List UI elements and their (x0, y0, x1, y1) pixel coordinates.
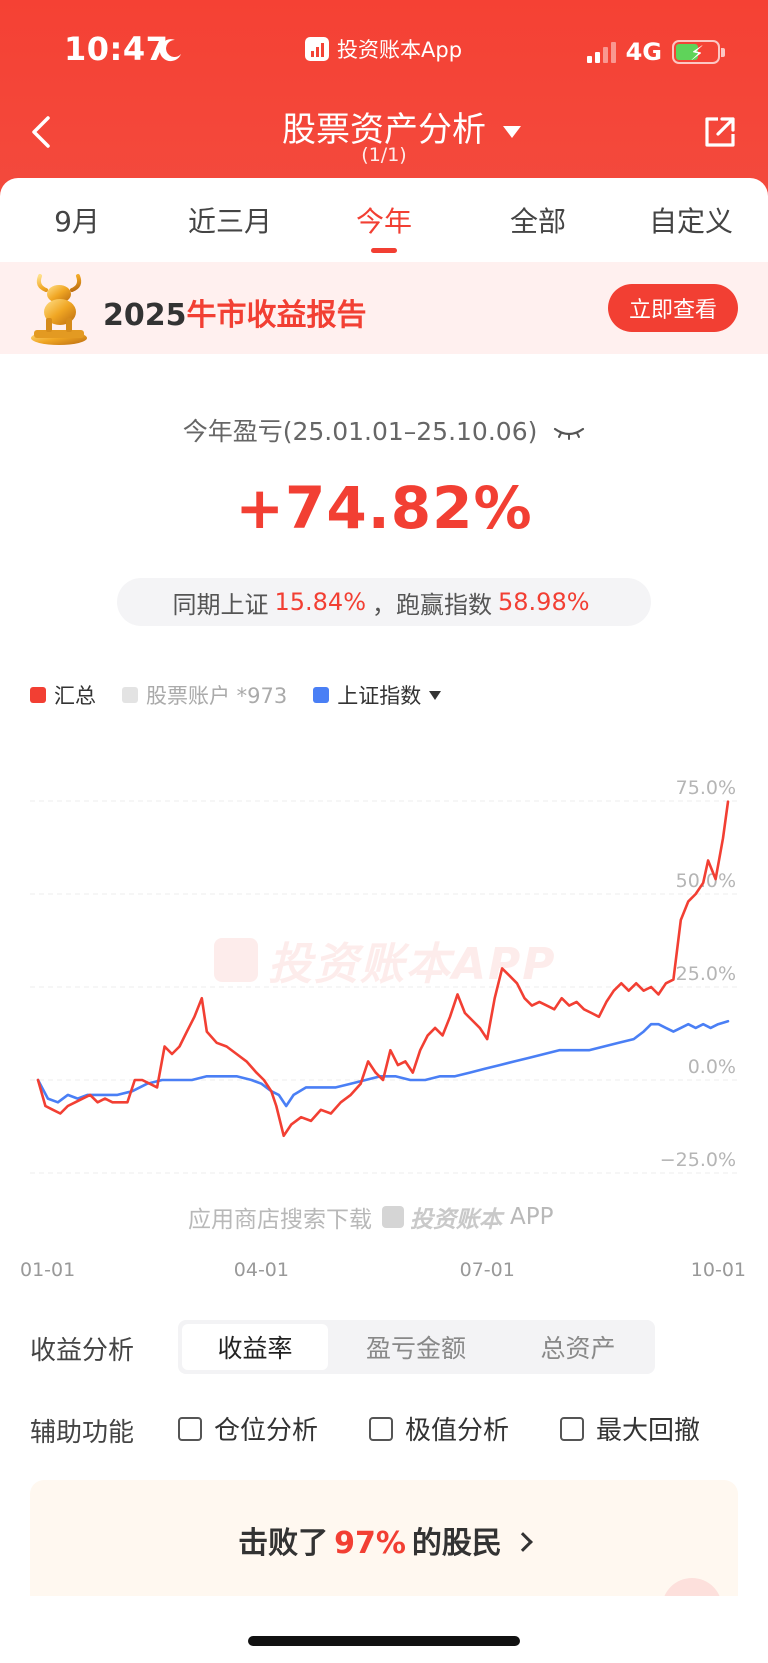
analysis-label: 收益分析 (30, 1336, 135, 1366)
signal-icon (586, 41, 616, 63)
tab-month[interactable]: 9月 (54, 205, 100, 238)
seg-return-rate[interactable]: 收益率 (182, 1324, 328, 1370)
chart-watermark: 投资账本APP (214, 928, 557, 992)
series-line (36, 1019, 730, 1108)
status-app-name: 投资账本App (337, 38, 463, 62)
period-text: 今年盈亏(25.01.01–25.10.06) (182, 417, 538, 446)
page-title[interactable]: 股票资产分析 (0, 102, 768, 151)
seg-profit-amount[interactable]: 盈亏金额 (365, 1334, 466, 1363)
status-app-indicator: 投资账本App (305, 34, 462, 64)
checkbox-extreme[interactable] (369, 1416, 393, 1441)
promo-title: 2025牛市收益报告 (103, 290, 367, 334)
excess-return-value: 58.98% (498, 588, 590, 616)
active-tab-indicator (371, 248, 397, 253)
legend-swatch-account (122, 687, 138, 703)
compare-prefix: 同期上证 (172, 590, 269, 619)
legend-stock-account[interactable]: 股票账户 *973 (122, 680, 287, 710)
return-chart[interactable]: 投资账本APP 100.0%75.0%50.0%25.0%0.0%−25.0%0… (0, 720, 768, 1280)
legend-label-total: 汇总 (54, 684, 96, 708)
tab-all[interactable]: 全部 (509, 205, 566, 238)
download-brand: 投资账本 (410, 1207, 502, 1233)
promo-highlight: 牛市收益报告 (186, 298, 367, 333)
compare-middle: ，跑赢指数 (372, 590, 492, 619)
beat-prefix: 击败了 (238, 1526, 329, 1561)
app-header: 10:47 投资账本App 4G ⚡ 股票资产分析 (1/1) (0, 0, 768, 200)
x-tick-label: 01-01 (20, 1259, 75, 1280)
beat-text: 击败了 97% 的股民 (30, 1518, 738, 1562)
home-indicator[interactable] (248, 1636, 520, 1646)
period-label: 今年盈亏(25.01.01–25.10.06) (0, 412, 768, 448)
download-hint: 应用商店搜索下载 投资账本 APP (188, 1200, 553, 1234)
download-logo-icon (382, 1206, 404, 1228)
watermark-logo-icon (214, 938, 258, 982)
beat-suffix: 的股民 (411, 1526, 502, 1561)
index-dropdown-icon[interactable] (429, 690, 442, 700)
beat-percent: 97% (334, 1526, 406, 1561)
chevron-right-icon (513, 1531, 533, 1552)
page-subtitle: (1/1) (361, 144, 407, 166)
check-label-drawdown: 最大回撤 (596, 1416, 701, 1446)
chart-legend: 汇总 股票账户 *973 上证指数 (30, 680, 467, 710)
promo-banner[interactable]: 2025牛市收益报告 立即查看 (0, 262, 768, 354)
tab-three-months[interactable]: 近三月 (187, 205, 272, 238)
check-position-analysis[interactable]: 仓位分析 (178, 1410, 318, 1447)
y-tick-label: 25.0% (676, 963, 736, 985)
x-tick-label: 04-01 (234, 1259, 289, 1280)
tab-this-year[interactable]: 今年 (355, 205, 412, 238)
battery-icon: ⚡ (672, 40, 725, 65)
title-dropdown-icon[interactable] (503, 126, 521, 138)
aux-label: 辅助功能 (30, 1418, 135, 1448)
index-compare-pill: 同期上证 15.84% ，跑赢指数 58.98% (117, 578, 651, 626)
index-return-value: 15.84% (274, 588, 366, 616)
series-line (36, 800, 730, 1138)
app-logo-icon (305, 37, 329, 61)
hide-eye-icon[interactable] (553, 425, 585, 441)
x-tick-label: 07-01 (460, 1259, 515, 1280)
check-max-drawdown[interactable]: 最大回撤 (560, 1410, 700, 1447)
view-report-button[interactable]: 立即查看 (608, 284, 738, 332)
legend-index[interactable]: 上证指数 (313, 680, 442, 710)
status-bar: 10:47 投资账本App 4G ⚡ (0, 0, 768, 96)
check-label-position: 仓位分析 (214, 1416, 319, 1446)
watermark-text: 投资账本APP (268, 939, 557, 990)
checkbox-position[interactable] (178, 1416, 202, 1441)
status-time: 10:47 (64, 30, 169, 68)
x-tick-label: 10-01 (691, 1259, 746, 1280)
check-label-extreme: 极值分析 (405, 1416, 510, 1446)
legend-label-account: 股票账户 *973 (146, 684, 288, 708)
period-tabs: 9月 近三月 今年 全部 自定义 (0, 178, 768, 262)
y-tick-label: 0.0% (688, 1056, 736, 1078)
status-right: 4G ⚡ (586, 38, 725, 66)
total-return-value: +74.82% (235, 474, 533, 542)
promo-year: 2025 (103, 298, 187, 333)
analysis-segmented-control: 收益率 盈亏金额 总资产 (178, 1320, 655, 1374)
network-label: 4G (625, 38, 662, 66)
legend-swatch-total (30, 687, 46, 703)
tab-custom[interactable]: 自定义 (648, 205, 733, 238)
golden-bull-icon (31, 274, 87, 345)
bottom-area (0, 1596, 768, 1663)
check-extreme-analysis[interactable]: 极值分析 (369, 1410, 509, 1447)
seg-total-assets[interactable]: 总资产 (540, 1334, 616, 1363)
y-tick-label: −25.0% (660, 1149, 736, 1171)
chart-plot: 100.0%75.0%50.0%25.0%0.0%−25.0%01-0104-0… (20, 777, 746, 1280)
back-arrow-icon[interactable] (26, 112, 56, 152)
share-icon[interactable] (702, 114, 738, 150)
legend-total[interactable]: 汇总 (30, 680, 96, 710)
y-tick-label: 50.0% (676, 870, 736, 892)
y-tick-label: 75.0% (676, 777, 736, 799)
legend-swatch-index (313, 687, 330, 703)
page-title-text: 股票资产分析 (282, 110, 486, 150)
legend-label-index: 上证指数 (337, 684, 422, 708)
checkbox-drawdown[interactable] (560, 1416, 584, 1441)
download-suffix: APP (510, 1204, 554, 1230)
beat-investors-card[interactable]: 击败了 97% 的股民 (30, 1480, 738, 1608)
download-hint-text: 应用商店搜索下载 (188, 1207, 372, 1233)
nav-bar: 股票资产分析 (1/1) (0, 96, 768, 180)
moon-icon (159, 39, 181, 62)
